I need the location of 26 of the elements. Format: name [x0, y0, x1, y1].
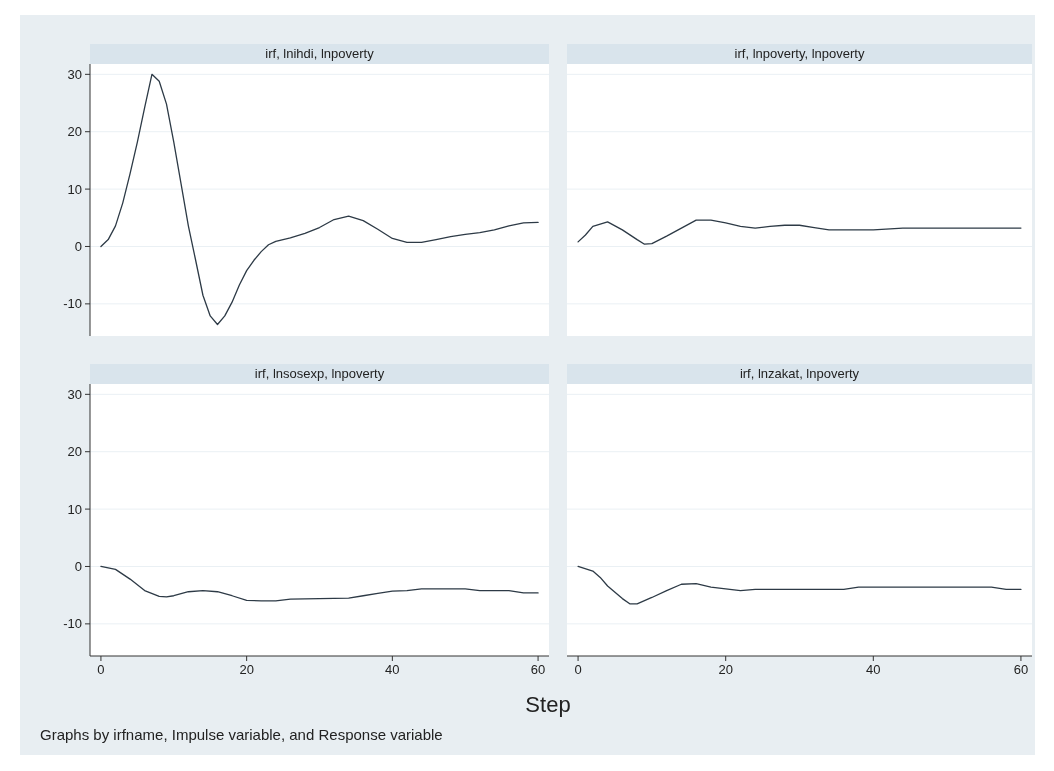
x-tick-label: 0 — [97, 662, 105, 677]
x-tick-label: 0 — [574, 662, 582, 677]
x-tick-label: 40 — [385, 662, 400, 677]
y-tick-label: 30 — [67, 386, 82, 402]
line-series — [100, 73, 539, 326]
chart-title: irf, lnsosexp, lnpoverty — [254, 366, 385, 381]
x-tick-label: 20 — [239, 662, 254, 677]
chart-title: irf, lnpoverty, lnpoverty — [734, 46, 865, 61]
chart-title: irf, lnihdi, lnpoverty — [265, 46, 375, 61]
chart-title: irf, lnzakat, lnpoverty — [739, 366, 860, 381]
y-tick-label: 30 — [67, 66, 82, 82]
text: Graphs by irfname, Impulse variable, and Response variable — [40, 726, 443, 743]
x-tick-label: 40 — [866, 662, 881, 677]
y-tick-label: -10 — [63, 616, 82, 632]
y-tick-label: 0 — [74, 558, 82, 574]
y-tick-label: -10 — [63, 296, 82, 312]
y-tick-label: 20 — [67, 444, 82, 460]
x-axis-title: Step — [525, 692, 571, 717]
y-tick-label: 10 — [67, 501, 82, 517]
y-tick-label: 10 — [67, 181, 82, 197]
x-tick-label: 60 — [530, 662, 546, 677]
y-tick-label: 20 — [67, 124, 82, 140]
x-tick-label: 20 — [718, 662, 733, 677]
line-series — [100, 565, 539, 602]
x-tick-label: 60 — [1013, 662, 1029, 677]
y-tick-label: 0 — [74, 238, 82, 254]
